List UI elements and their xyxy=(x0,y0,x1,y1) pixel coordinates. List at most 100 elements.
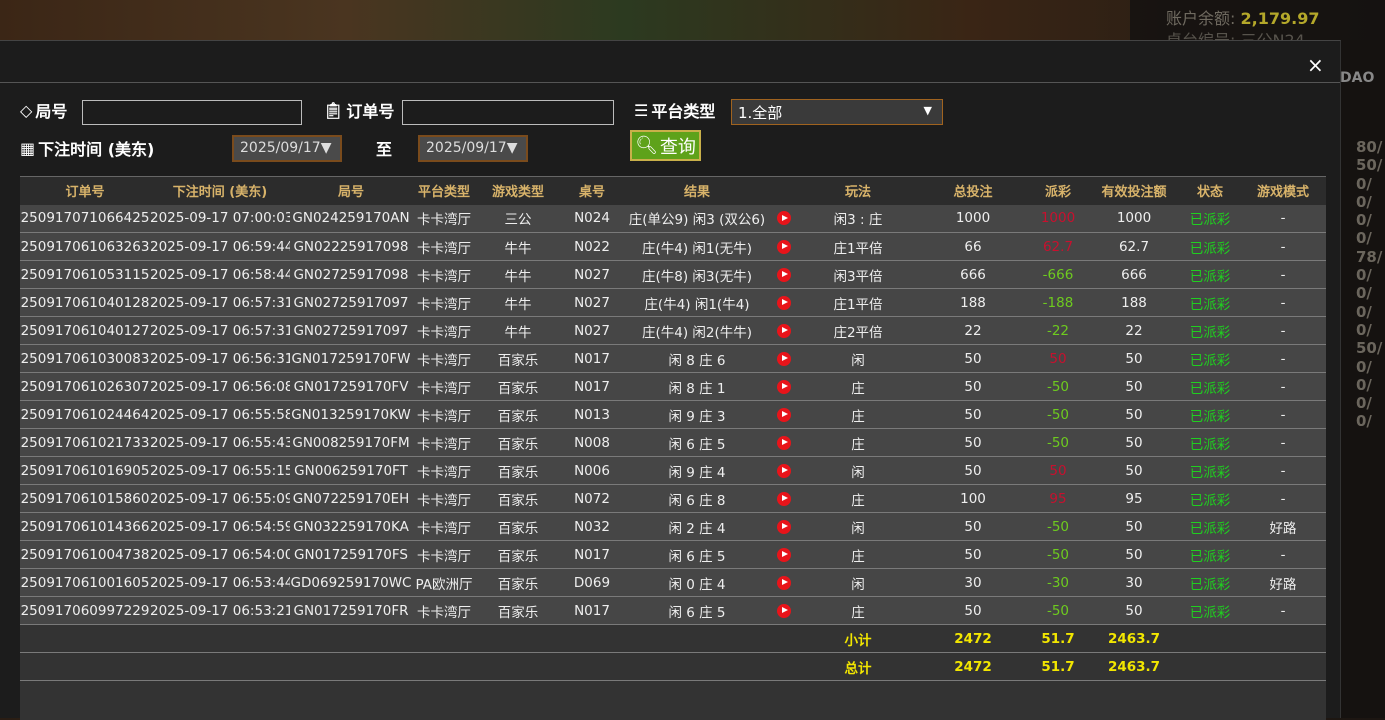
replay-cell[interactable] xyxy=(770,204,798,233)
valid-bet: 22 xyxy=(1088,316,1180,345)
table-row[interactable]: 250917061021733 2025-09-17 06:55:43 GN0082… xyxy=(20,428,1326,457)
round-id: GN017259170FR xyxy=(290,596,412,625)
total-bet: 50 xyxy=(918,540,1028,569)
table-row[interactable]: 250917061026307 2025-09-17 06:56:08 GN0172… xyxy=(20,372,1326,401)
total-bet: 2472 xyxy=(918,652,1028,681)
replay-cell[interactable] xyxy=(770,568,798,597)
play-video-icon[interactable] xyxy=(777,407,791,422)
modal-header xyxy=(0,41,1340,83)
table-row[interactable]: 250917061016905 2025-09-17 06:55:15 GN0062… xyxy=(20,456,1326,485)
replay-cell[interactable] xyxy=(770,456,798,485)
table-row[interactable]: 250917060997229 2025-09-17 06:53:21 GN0172… xyxy=(20,596,1326,625)
order-id: 250917061015860 xyxy=(20,484,150,513)
round-id: GN02725917097 xyxy=(290,288,412,317)
query-button[interactable]: 🔍︎ 查询 xyxy=(630,130,701,161)
table-header: 订单号 下注时间 (美东) 局号 平台类型 游戏类型 桌号 结果 玩法 总投注 派彩 有效投注额 状态… xyxy=(20,176,1326,205)
platform: PA欧洲厅 xyxy=(412,568,476,597)
replay-cell[interactable] xyxy=(770,232,798,261)
subtotal-row: 小计 2472 51.7 2463.7 xyxy=(20,624,1326,653)
table-row[interactable]: 250917061030083 2025-09-17 06:56:31 GN0172… xyxy=(20,344,1326,373)
replay-cell[interactable] xyxy=(770,260,798,289)
bet-time: 2025-09-17 06:55:15 xyxy=(150,456,290,485)
payout: -50 xyxy=(1028,596,1088,625)
chevron-down-icon: ▼ xyxy=(923,104,932,117)
play-video-icon[interactable] xyxy=(777,351,791,366)
date-from-picker[interactable]: 2025/09/17▼ xyxy=(232,135,342,162)
play-video-icon[interactable] xyxy=(777,435,791,450)
payout: 1000 xyxy=(1028,204,1088,233)
total-label: 总计 xyxy=(798,652,918,681)
replay-cell[interactable] xyxy=(770,372,798,401)
bet-type: 闲 xyxy=(798,568,918,597)
play-video-icon[interactable] xyxy=(777,295,791,310)
play-video-icon[interactable] xyxy=(777,463,791,478)
replay-cell[interactable] xyxy=(770,484,798,513)
payout: 62.7 xyxy=(1028,232,1088,261)
payout: -50 xyxy=(1028,512,1088,541)
play-video-icon[interactable] xyxy=(777,519,791,534)
date-to-picker[interactable]: 2025/09/17▼ xyxy=(418,135,528,162)
play-video-icon[interactable] xyxy=(777,575,791,590)
replay-cell[interactable] xyxy=(770,316,798,345)
platform: 卡卡湾厅 xyxy=(412,484,476,513)
table-row[interactable]: 250917061040127 2025-09-17 06:57:31 GN0272… xyxy=(20,316,1326,345)
payout: 50 xyxy=(1028,344,1088,373)
replay-cell[interactable] xyxy=(770,596,798,625)
play-video-icon[interactable] xyxy=(777,491,791,506)
table-row[interactable]: 250917061040128 2025-09-17 06:57:31 GN0272… xyxy=(20,288,1326,317)
table-row[interactable]: 250917061063263 2025-09-17 06:59:44 GN0222… xyxy=(20,232,1326,261)
side-value: 0/ xyxy=(1356,284,1372,303)
table-row[interactable]: 250917061004738 2025-09-17 06:54:00 GN0172… xyxy=(20,540,1326,569)
replay-cell[interactable] xyxy=(770,540,798,569)
clipboard-icon: 📋︎ xyxy=(323,100,344,120)
side-value: 0/ xyxy=(1356,229,1372,248)
play-video-icon[interactable] xyxy=(777,267,791,282)
payout: 50 xyxy=(1028,456,1088,485)
bet-type: 庄 xyxy=(798,372,918,401)
play-video-icon[interactable] xyxy=(777,211,791,226)
order-input[interactable] xyxy=(402,100,614,125)
side-value: 0/ xyxy=(1356,394,1372,413)
table-row[interactable]: 250917061001605 2025-09-17 06:53:44 GD0692… xyxy=(20,568,1326,597)
order-id: 250917061053115 xyxy=(20,260,150,289)
column-header: 游戏模式 xyxy=(1240,176,1326,205)
round-id: GN017259170FW xyxy=(290,344,412,373)
payout: -666 xyxy=(1028,260,1088,289)
result: 庄(单公9) 闲3 (双公6) xyxy=(624,204,770,233)
valid-bet: 50 xyxy=(1088,512,1180,541)
valid-bet: 50 xyxy=(1088,456,1180,485)
game-type: 牛牛 xyxy=(476,316,560,345)
close-button[interactable]: × xyxy=(1307,53,1324,77)
replay-cell[interactable] xyxy=(770,344,798,373)
play-video-icon[interactable] xyxy=(777,603,791,618)
bet-time: 2025-09-17 06:56:08 xyxy=(150,372,290,401)
play-video-icon[interactable] xyxy=(777,547,791,562)
column-header: 玩法 xyxy=(798,176,918,205)
valid-bet: 666 xyxy=(1088,260,1180,289)
round-input[interactable] xyxy=(82,100,302,125)
bet-time: 2025-09-17 06:53:44 xyxy=(150,568,290,597)
empty-area xyxy=(20,680,1326,720)
table-row[interactable]: 250917071066425 2025-09-17 07:00:03 GN0242… xyxy=(20,204,1326,233)
replay-cell[interactable] xyxy=(770,400,798,429)
table-row[interactable]: 250917061014366 2025-09-17 06:54:59 GN0322… xyxy=(20,512,1326,541)
bet-type: 庄 xyxy=(798,596,918,625)
replay-cell[interactable] xyxy=(770,428,798,457)
platform-select[interactable]: 1.全部 ▼ xyxy=(731,99,943,125)
play-video-icon[interactable] xyxy=(777,379,791,394)
game-type: 百家乐 xyxy=(476,596,560,625)
replay-cell[interactable] xyxy=(770,512,798,541)
valid-bet: 50 xyxy=(1088,596,1180,625)
play-video-icon[interactable] xyxy=(777,239,791,254)
replay-cell[interactable] xyxy=(770,288,798,317)
table-row[interactable]: 250917061015860 2025-09-17 06:55:09 GN0722… xyxy=(20,484,1326,513)
total-bet: 100 xyxy=(918,484,1028,513)
table-row[interactable]: 250917061024464 2025-09-17 06:55:58 GN0132… xyxy=(20,400,1326,429)
result: 庄(牛4) 闲2(牛牛) xyxy=(624,316,770,345)
table-row[interactable]: 250917061053115 2025-09-17 06:58:44 GN0272… xyxy=(20,260,1326,289)
result: 庄(牛4) 闲1(牛4) xyxy=(624,288,770,317)
play-video-icon[interactable] xyxy=(777,323,791,338)
date-from: 2025/09/17 xyxy=(240,140,321,156)
status: 已派彩 xyxy=(1180,316,1240,345)
valid-bet: 95 xyxy=(1088,484,1180,513)
